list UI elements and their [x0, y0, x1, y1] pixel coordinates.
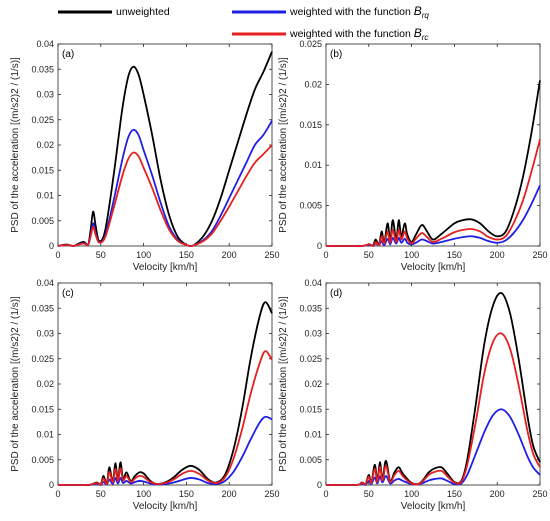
series-line-brc: [325, 139, 541, 247]
legend-label-brq-symbol: B: [414, 4, 422, 18]
y-axis-label: PSD of the acceleration [(m/s2)2 / (1/s)…: [10, 57, 21, 233]
x-tick-label: 150: [179, 489, 194, 499]
legend: unweighted weighted with the function Br…: [58, 4, 429, 42]
x-tick-label: 200: [222, 489, 237, 499]
legend-label-brc-symbol: B: [414, 26, 422, 40]
y-axis-label: PSD of the acceleration [(m/s2)2 / (1/s)…: [278, 296, 289, 472]
y-tick-label: 0.03: [36, 329, 54, 339]
y-tick-label: 0.04: [36, 278, 54, 288]
y-tick-label: 0.02: [304, 79, 322, 89]
legend-label-brc-subscript: rc: [422, 33, 429, 42]
legend-label-unweighted: unweighted: [116, 6, 170, 18]
plot-area: [57, 282, 273, 486]
panel-c: 0 0.005 0.01 0.015 0.02 0.025 0.03 0.035 0.04 0 50…: [10, 278, 280, 512]
y-tick-label: 0.025: [299, 39, 322, 49]
x-axis-label: Velocity [km/h]: [401, 501, 466, 512]
x-axis-label: Velocity [km/h]: [133, 262, 198, 273]
y-tick-label: 0.02: [36, 140, 54, 150]
x-tick-label: 250: [532, 489, 547, 499]
panels: 0 0.005 0.01 0.015 0.02 0.025 0.03 0.035 0.04 0 50…: [10, 39, 548, 512]
x-tick-label: 100: [404, 489, 419, 499]
y-tick-label: 0.02: [36, 379, 54, 389]
y-tick-label: 0.025: [299, 354, 322, 364]
y-tick-label: 0.025: [31, 354, 54, 364]
y-tick-label: 0.005: [299, 455, 322, 465]
y-tick-label: 0.035: [31, 64, 54, 74]
y-tick-label: 0.015: [299, 120, 322, 130]
y-tick-label: 0.005: [299, 201, 322, 211]
legend-label-brq: weighted with the function Brq: [289, 4, 429, 20]
legend-label-brq-subscript: rq: [422, 11, 430, 20]
y-tick-label: 0.04: [36, 39, 54, 49]
legend-label-brc-text: weighted with the function: [289, 28, 414, 40]
x-tick-label: 200: [490, 489, 505, 499]
legend-label-brc: weighted with the function Brc: [289, 26, 428, 42]
y-tick-label: 0.01: [304, 160, 322, 170]
x-tick-label: 100: [136, 250, 151, 260]
y-tick-label: 0.01: [36, 430, 54, 440]
y-tick-label: 0.035: [299, 303, 322, 313]
x-tick-label: 50: [364, 489, 374, 499]
panel-label: (d): [330, 288, 342, 299]
x-tick-label: 200: [490, 250, 505, 260]
x-tick-label: 0: [323, 489, 328, 499]
y-tick-label: 0: [49, 241, 54, 251]
x-tick-label: 0: [55, 250, 60, 260]
x-tick-label: 50: [364, 250, 374, 260]
y-tick-label: 0: [317, 480, 322, 490]
y-tick-label: 0: [49, 480, 54, 490]
series-line-brc: [57, 144, 273, 247]
panel-label: (a): [62, 49, 74, 60]
panel-d: 0 0.005 0.01 0.015 0.02 0.025 0.03 0.035 0.04 0 50…: [278, 278, 548, 512]
y-tick-label: 0.015: [31, 165, 54, 175]
panel-label: (c): [62, 288, 74, 299]
y-tick-label: 0.025: [31, 115, 54, 125]
series-line-brc: [326, 332, 541, 486]
x-tick-label: 50: [96, 250, 106, 260]
x-axis-label: Velocity [km/h]: [133, 501, 198, 512]
plot-area: [325, 43, 541, 247]
x-tick-label: 50: [96, 489, 106, 499]
y-tick-label: 0.03: [304, 329, 322, 339]
y-tick-label: 0.02: [304, 379, 322, 389]
y-tick-label: 0.015: [31, 404, 54, 414]
y-tick-label: 0.04: [304, 278, 322, 288]
x-tick-label: 150: [447, 489, 462, 499]
x-tick-label: 250: [264, 250, 279, 260]
x-tick-label: 150: [179, 250, 194, 260]
y-tick-label: 0.005: [31, 455, 54, 465]
series-line-brc: [58, 350, 273, 486]
y-tick-label: 0.005: [31, 216, 54, 226]
x-tick-label: 200: [222, 250, 237, 260]
x-tick-label: 100: [404, 250, 419, 260]
x-tick-label: 250: [264, 489, 279, 499]
panel-a: 0 0.005 0.01 0.015 0.02 0.025 0.03 0.035 0.04 0 50…: [10, 39, 280, 273]
y-tick-label: 0.015: [299, 404, 322, 414]
panel-b: 0 0.005 0.01 0.015 0.02 0.025 0 50 100 150 200 250 V…: [278, 39, 548, 273]
x-tick-label: 0: [323, 250, 328, 260]
legend-label-brq-text: weighted with the function: [289, 6, 414, 18]
y-tick-label: 0.01: [36, 191, 54, 201]
panel-label: (b): [330, 49, 342, 60]
x-tick-label: 250: [532, 250, 547, 260]
plot-area: [325, 282, 541, 486]
y-axis-label: PSD of the acceleration [(m/s2)2 / (1/s)…: [278, 57, 289, 233]
y-tick-label: 0.01: [304, 430, 322, 440]
y-tick-label: 0.03: [36, 90, 54, 100]
x-tick-label: 100: [136, 489, 151, 499]
y-tick-label: 0.035: [31, 303, 54, 313]
x-tick-label: 0: [55, 489, 60, 499]
y-axis-label: PSD of the acceleration [(m/s2)2 / (1/s)…: [10, 296, 21, 472]
y-tick-label: 0: [317, 241, 322, 251]
x-axis-label: Velocity [km/h]: [401, 262, 466, 273]
x-tick-label: 150: [447, 250, 462, 260]
